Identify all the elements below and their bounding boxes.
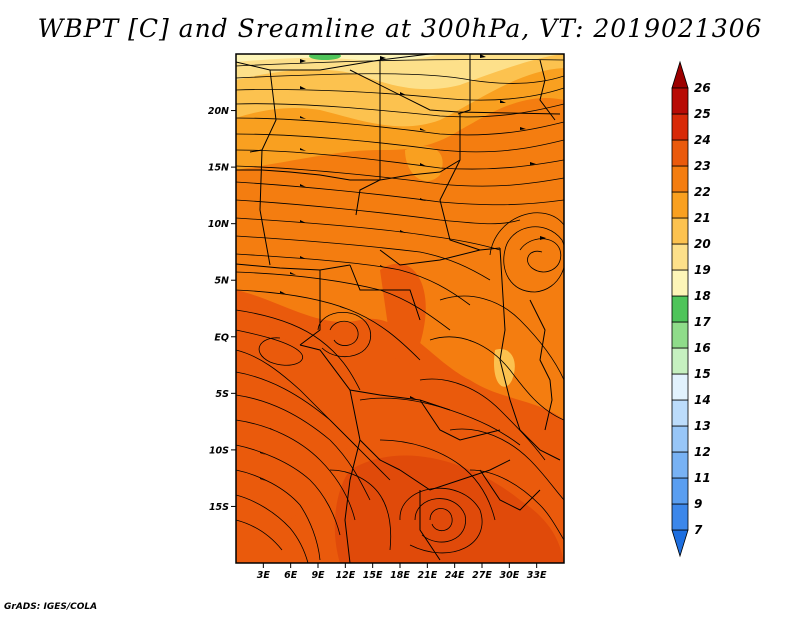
lon-tick-label: 9E (311, 570, 325, 581)
colorbar-swatch (671, 451, 689, 479)
colorbar-level-label: 20 (694, 237, 711, 251)
colorbar-level-label: 18 (694, 289, 711, 303)
wbpt-field-24-south (334, 455, 564, 563)
lon-tick-label: 30E (499, 570, 519, 581)
colorbar-swatch (671, 139, 689, 167)
lat-tick-label: 10S (209, 445, 229, 456)
colorbar-level-label: 25 (694, 107, 711, 121)
lon-tick-label: 27E (472, 570, 492, 581)
colorbar-level-label: 17 (694, 315, 711, 329)
lon-tick-label: 18E (390, 570, 410, 581)
colorbar-swatch (671, 243, 689, 271)
colorbar-level-label: 23 (694, 159, 711, 173)
lat-tick-label: 15N (208, 163, 229, 174)
wbpt-field-24-west (236, 300, 356, 545)
wbpt-field-24-central (380, 263, 426, 367)
lat-tick-label: EQ (214, 332, 229, 343)
lat-tick-label: 10N (208, 219, 229, 230)
colorbar-level-label: 19 (694, 263, 711, 277)
colorbar-level-label: 7 (694, 523, 703, 537)
colorbar-level-label: 22 (694, 185, 711, 199)
colorbar-swatch (671, 425, 689, 453)
lat-tick-label: 15S (209, 502, 229, 513)
lon-tick-label: 12E (335, 570, 355, 581)
lon-tick-label: 21E (417, 570, 437, 581)
colorbar-level-label: 12 (694, 445, 711, 459)
colorbar-level-label: 26 (694, 81, 711, 95)
colorbar-swatch (671, 87, 689, 115)
colorbar-level-label: 13 (694, 419, 711, 433)
lat-tick-label: 5S (216, 389, 230, 400)
colorbar-level-label: 15 (694, 367, 711, 381)
colorbar-swatch (671, 477, 689, 505)
lat-tick-label: 5N (214, 276, 229, 287)
colorbar-swatch (671, 191, 689, 219)
colorbar-swatch (671, 113, 689, 141)
colorbar-level-label: 11 (694, 471, 711, 485)
colorbar-level-label: 16 (694, 341, 711, 355)
colorbar-swatch (671, 165, 689, 193)
map-axes: 20N 15N 10N 5N EQ 5S 10S 15S 3E 6E 9E 12E 15E 18E 21E 2… (208, 106, 547, 581)
colorbar-swatch (671, 321, 689, 349)
lat-tick-label: 20N (208, 106, 229, 117)
colorbar-swatch (671, 503, 689, 531)
colorbar-level-label: 14 (694, 393, 711, 407)
colorbar-level-label: 24 (694, 133, 711, 147)
credit-label: GrADS: IGES/COLA (4, 602, 98, 612)
colorbar-swatch (671, 399, 689, 427)
colorbar-level-label: 9 (694, 497, 702, 511)
map-panel (236, 54, 564, 563)
lon-tick-label: 24E (445, 570, 465, 581)
lon-tick-label: 3E (257, 570, 271, 581)
colorbar-swatch (671, 347, 689, 375)
colorbar-swatch (671, 295, 689, 323)
chart-title: WBPT [C] and Sreamline at 300hPa, VT: 20… (37, 14, 763, 43)
colorbar-swatch (671, 217, 689, 245)
streamline-arrows (260, 54, 546, 481)
wbpt-field-18 (309, 54, 341, 60)
lon-tick-label: 6E (284, 570, 298, 581)
colorbar-level-label: 21 (694, 211, 711, 225)
country-borders (236, 54, 561, 563)
colorbar-min-triangle (671, 529, 689, 558)
colorbar-max-triangle (671, 60, 689, 89)
colorbar-swatch (671, 373, 689, 401)
colorbar-swatch (671, 269, 689, 297)
lon-tick-label: 15E (363, 570, 383, 581)
lon-tick-label: 33E (527, 570, 547, 581)
colorbar: 7 9 11 12 13 14 15 16 17 18 19 20 21 22 23 24 25 26 (671, 60, 711, 558)
streamlines (236, 59, 564, 563)
